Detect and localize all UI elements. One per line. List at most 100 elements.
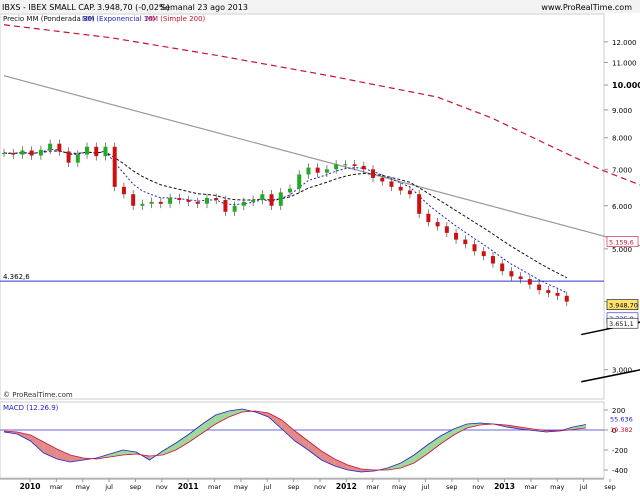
candle-down — [94, 146, 99, 157]
candle-down — [435, 222, 440, 227]
macd-fill-positive — [162, 443, 176, 455]
time-tick-label: nov — [314, 483, 326, 491]
candle-down — [509, 271, 514, 277]
candle-up — [334, 164, 339, 170]
candle-up — [168, 198, 173, 204]
candle-down — [158, 201, 163, 204]
price-tag-box — [606, 299, 639, 310]
price-tag-box — [606, 236, 639, 247]
time-tick-label: mar — [366, 483, 379, 491]
macd-fill-positive — [202, 415, 216, 433]
candle-down — [380, 177, 385, 182]
macd-fill-negative — [334, 459, 348, 470]
candle-down — [361, 165, 366, 170]
symbol-label: IBXS - IBEX SMALL CAP. — [2, 3, 95, 12]
time-tick-label: jul — [104, 483, 113, 491]
channel-lower-line — [581, 369, 640, 383]
time-tick-label: 2011 — [178, 482, 199, 491]
macd-area — [0, 408, 604, 473]
macd-fill-negative — [506, 425, 520, 429]
trendline — [3, 75, 640, 247]
time-tick-label: may — [234, 483, 248, 491]
macd-fill-positive — [189, 424, 203, 442]
macd-fill-negative — [295, 431, 309, 450]
candle-down — [29, 150, 34, 156]
candle-up — [343, 164, 348, 166]
candle-down — [389, 181, 394, 187]
price-panel-frame — [0, 13, 605, 400]
macd-fill-positive — [427, 436, 441, 454]
legend-ema: MM (Exponencial 10) — [82, 15, 156, 23]
macd-fill-positive — [400, 455, 415, 468]
sma200-line — [3, 24, 640, 186]
candle-down — [186, 199, 191, 202]
candle-down — [518, 276, 523, 280]
candle-down — [564, 295, 569, 302]
price-tags: 5.159,63.948,703.735,83.651,1 — [606, 236, 639, 329]
price-candles — [2, 139, 569, 306]
time-tick-label: sep — [604, 483, 616, 491]
time-axis: 2010 mar may jul sep nov 2011 mar may jul sep nov 20… — [0, 478, 616, 491]
macd-fill-negative — [268, 413, 282, 429]
candle-down — [112, 146, 117, 187]
time-tick-label: mar — [50, 483, 63, 491]
candle-up — [324, 169, 329, 173]
time-tick-label: mar — [208, 483, 221, 491]
time-tick-label: sep — [446, 483, 458, 491]
macd-fill-positive — [414, 445, 428, 463]
candle-down — [57, 143, 62, 152]
candle-up — [48, 143, 53, 150]
quote-label: 3.948,70 (-0,02%) — [97, 3, 170, 12]
time-tick-label: sep — [288, 483, 300, 491]
macd-line — [3, 408, 587, 473]
candle-down — [398, 186, 403, 191]
time-tick-label: 2010 — [20, 482, 41, 491]
candle-down — [463, 239, 468, 245]
candle-up — [297, 174, 302, 189]
macd-fill-positive — [175, 434, 190, 450]
macd-fill-positive — [440, 429, 454, 444]
macd-fill-negative — [30, 435, 44, 453]
price-tick-label: 8.000 — [612, 135, 632, 143]
candle-down — [407, 190, 412, 195]
period-label: Semanal 23 ago 2013 — [160, 3, 248, 12]
header-bar — [0, 0, 640, 13]
candle-down — [481, 251, 486, 257]
candle-down — [444, 226, 449, 233]
candle-up — [232, 205, 237, 212]
macd-fill-negative — [17, 432, 31, 441]
candle-down — [121, 186, 126, 195]
candle-up — [278, 192, 283, 206]
price-axis: 3.0004.0005.0006.0007.0008.0009.00010.00… — [604, 39, 640, 375]
candle-down — [527, 279, 532, 285]
candle-up — [204, 198, 209, 204]
candle-down — [555, 292, 560, 296]
time-tick-label: jul — [262, 483, 271, 491]
watermark-label: www.ProRealTime.com — [541, 3, 632, 12]
macd-tag-label: 19.382 — [610, 426, 633, 434]
time-tick-label: may — [392, 483, 406, 491]
time-tick-label: nov — [156, 483, 168, 491]
macd-fill-positive — [453, 424, 467, 435]
price-tick-label: 5.000 — [612, 246, 632, 254]
macd-fill-negative — [308, 441, 322, 460]
candle-up — [149, 201, 154, 204]
candle-down — [66, 151, 71, 163]
candle-down — [214, 198, 219, 200]
macd-axis: 200 0 -200 -400 — [604, 407, 628, 475]
macd-tag-label: 55.636 — [610, 415, 633, 423]
candle-up — [288, 188, 292, 193]
candle-down — [490, 256, 495, 264]
candle-down — [500, 263, 505, 272]
price-tick-label: 3.000 — [612, 367, 632, 375]
time-tick-label: may — [550, 483, 564, 491]
macd-fill-negative — [43, 442, 57, 459]
macd-tick-label: 0 — [612, 427, 616, 435]
candle-down — [472, 244, 477, 252]
price-tick-label: 6.000 — [612, 203, 632, 211]
candle-up — [260, 194, 265, 200]
macd-tags: 55.636 19.382 — [610, 415, 633, 434]
candle-down — [352, 164, 357, 166]
candle-up — [75, 154, 80, 163]
